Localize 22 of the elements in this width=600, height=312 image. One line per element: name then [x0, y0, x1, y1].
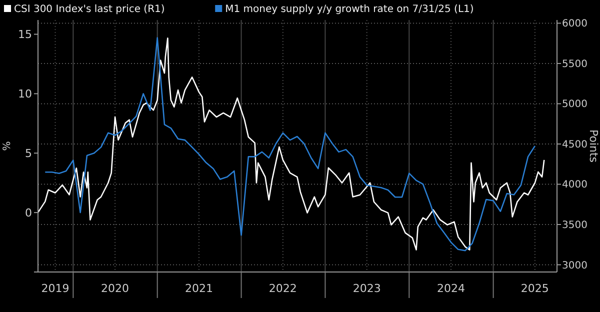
x-tick-label: 2021 — [184, 282, 213, 295]
y2-tick-label: 4000 — [562, 180, 588, 191]
y2-tick-label: 3000 — [562, 260, 588, 272]
x-tick-label: 2024 — [436, 282, 465, 295]
y-axis-title: % — [2, 141, 13, 151]
x-tick-label: 2025 — [520, 282, 549, 295]
y2-tick-label: 6000 — [562, 18, 588, 30]
x-tick-label: 2020 — [101, 282, 130, 295]
x-tick-label: 2023 — [352, 282, 381, 295]
y-tick-label: 5 — [25, 146, 32, 160]
y2-tick-label: 5000 — [562, 99, 588, 110]
legend-label: CSI 300 Index's last price (R1) — [14, 4, 165, 15]
y2-axis-title: Points — [587, 129, 600, 163]
y2-tick-label: 4500 — [562, 139, 588, 150]
y-tick-label: 0 — [25, 206, 32, 220]
x-tick-label: 2019 — [41, 282, 70, 295]
y-tick-label: 15 — [18, 28, 32, 42]
legend-label: M1 money supply y/y growth rate on 7/31/25 (L1) — [225, 4, 474, 15]
y-tick-label: 10 — [18, 88, 32, 101]
y2-tick-label: 3500 — [562, 220, 588, 231]
y2-tick-label: 5500 — [562, 58, 588, 70]
x-tick-label: 2022 — [268, 282, 297, 295]
